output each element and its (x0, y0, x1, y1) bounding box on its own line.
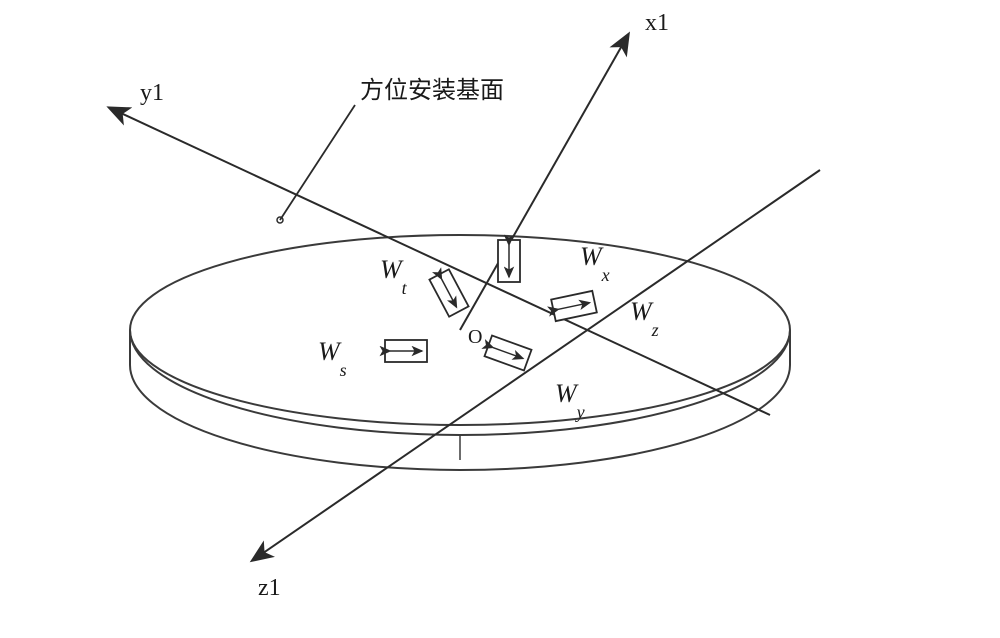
sensor-label-Wt: Wt (380, 255, 408, 298)
sensor-Wy (485, 335, 532, 370)
sensor-Wz (551, 291, 597, 321)
sensor-label-Ws: Ws (318, 337, 347, 380)
diagram-container: x1 y1 z1 O 方位安装基面 Wx Wt Wz Ws Wy (0, 0, 1000, 638)
axis-label-x1: x1 (645, 10, 669, 36)
sensor-label-Wx: Wx (580, 242, 610, 285)
leader-line (280, 105, 355, 220)
sensor-Wx (498, 240, 520, 282)
axis-label-z1: z1 (258, 575, 281, 601)
sensor-Ws (385, 340, 427, 362)
sensor-label-Wz: Wz (630, 297, 659, 340)
axis-y1 (110, 108, 770, 415)
axis-label-y1: y1 (140, 80, 164, 106)
origin-label: O (468, 326, 482, 348)
sensor-Wt (429, 269, 468, 316)
leader-label: 方位安装基面 (360, 77, 504, 104)
diagram-svg: x1 y1 z1 O 方位安装基面 Wx Wt Wz Ws Wy (0, 0, 1000, 638)
sensor-label-Wy: Wy (555, 379, 585, 422)
